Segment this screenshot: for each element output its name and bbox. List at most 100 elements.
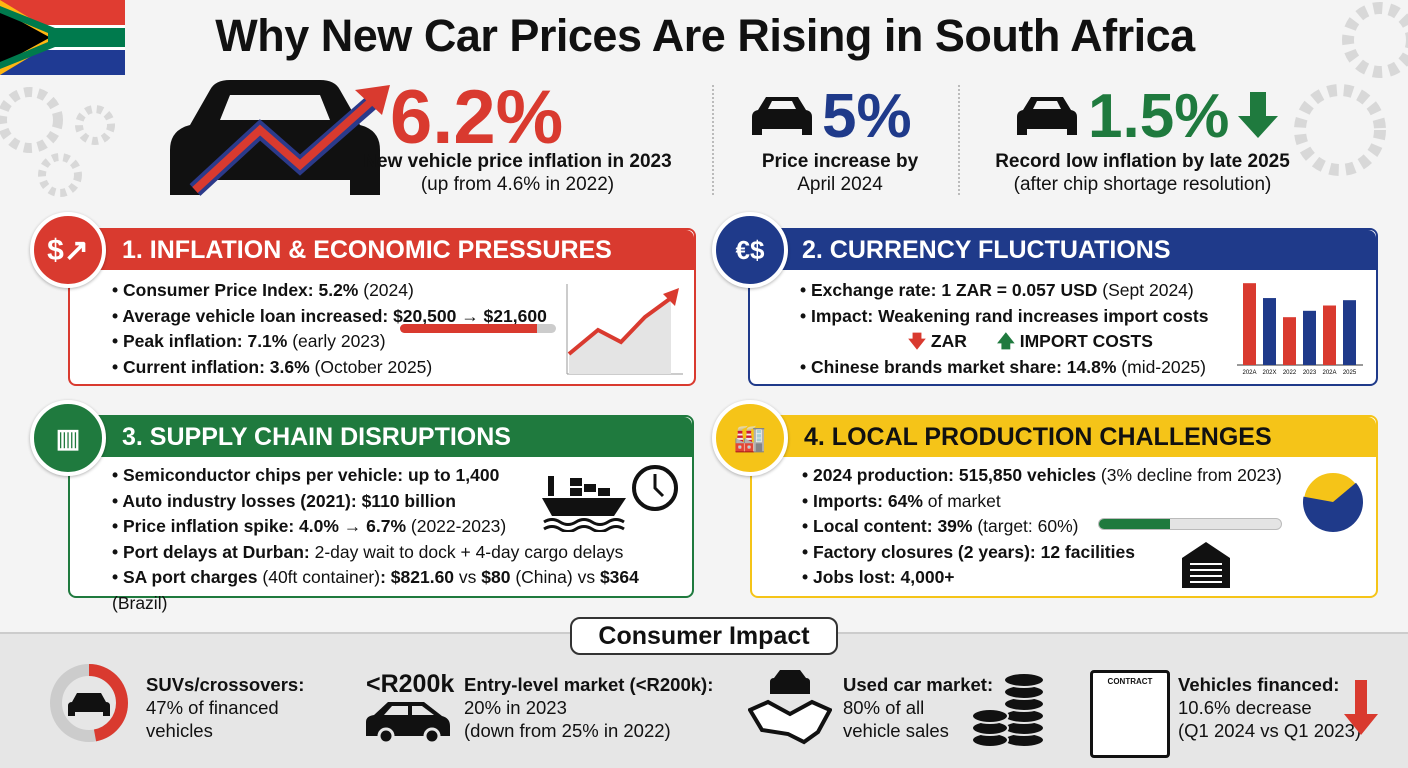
bullet-detail: (October 2025)	[309, 356, 433, 377]
bullet-detail: (2024)	[358, 280, 414, 300]
bullet-key: $80	[481, 567, 511, 587]
bullet-detail: (early 2023)	[287, 331, 386, 351]
bullet-item: SA port charges (40ft container): $821.6…	[112, 565, 692, 616]
imports-pie-chart	[1302, 471, 1364, 533]
bullet-item: Factory closures (2 years): 12 facilitie…	[802, 540, 1376, 566]
price-tag: <R200k	[366, 670, 455, 698]
section-title: 4. LOCAL PRODUCTION CHALLENGES	[752, 417, 1376, 457]
impact-line: 10.6% decrease	[1178, 697, 1312, 718]
bullet-key: Imports: 64%	[813, 490, 923, 511]
bar	[1303, 310, 1316, 365]
bullet-item: Semiconductor chips per vehicle: up to 1…	[112, 463, 692, 489]
garage-icon	[1182, 542, 1230, 588]
stat-caption: Price increase by	[761, 151, 919, 172]
car-rising-arrow-icon	[170, 80, 390, 196]
contract-key-icon: CONTRACT	[1090, 670, 1170, 758]
bar	[1343, 300, 1356, 365]
bullet-key: Semiconductor chips per vehicle: up to 1…	[123, 465, 500, 485]
stat-caption-sub: April 2024	[797, 174, 883, 195]
bullet-key: : $821.60	[380, 567, 455, 587]
bullet-item: Port delays at Durban: 2-day wait to doc…	[112, 540, 692, 566]
down-arrow-icon: 🡇	[908, 331, 926, 351]
pie-slice-imports	[1303, 482, 1363, 532]
bullet-key: Impact: Weakening rand increases import …	[811, 305, 1209, 326]
contract-label: CONTRACT	[1107, 677, 1153, 686]
loan-increase-bar	[400, 324, 556, 333]
bullet-key: Price inflation spike: 4.0% → 6.7%	[123, 516, 407, 536]
cargo-ship-icon	[542, 476, 626, 532]
impact-line: vehicle sales	[843, 720, 949, 741]
bullet-detail: (Brazil)	[112, 592, 168, 613]
bullet-key: Current inflation: 3.6%	[123, 356, 310, 377]
bullet-item: Average vehicle loan increased: $20,500 …	[112, 304, 694, 330]
car-donut-icon	[50, 664, 128, 742]
bullet-key: 2024 production: 515,850 vehicles	[813, 465, 1097, 485]
consumer-impact-label: Consumer Impact	[570, 617, 838, 655]
bullet-item: Current inflation: 3.6% (October 2025)	[112, 355, 694, 381]
indicator-label: IMPORT COSTS	[1019, 331, 1153, 351]
bullet-detail: (target: 60%)	[972, 516, 1079, 536]
bullet-detail: (Sept 2024)	[1097, 280, 1194, 300]
coin-stacks-icon	[971, 672, 1045, 748]
bullet-key: Jobs lost: 4,000+	[813, 567, 955, 587]
gears-icon	[0, 87, 115, 197]
bullet-detail: (40ft container)	[257, 567, 381, 587]
stat-value: 1.5%	[1088, 82, 1230, 151]
bullet-key: Peak inflation: 7.1%	[123, 331, 288, 351]
impact-heading: SUVs/crossovers:	[146, 674, 305, 695]
bullet-item: Price inflation spike: 4.0% → 6.7% (2022…	[112, 514, 692, 540]
bullet-item: Consumer Price Index: 5.2% (2024)	[112, 278, 694, 304]
bar-label: 202A	[1242, 370, 1256, 376]
bullet-detail: (3% decline from 2023)	[1096, 465, 1282, 485]
section-local-production: 4. LOCAL PRODUCTION CHALLENGES 2024 prod…	[750, 415, 1378, 598]
bullet-detail: of market	[922, 490, 1001, 511]
impact-heading: Entry-level market (<R200k):	[464, 674, 714, 695]
bullet-key: SA port charges	[123, 567, 258, 587]
bullet-item: Imports: 64% of market	[802, 489, 1376, 515]
handshake-car-icon	[748, 670, 832, 745]
bullet-key: $364	[599, 567, 639, 587]
bar-label: 2022	[1283, 370, 1297, 376]
bar-label: 202A	[1322, 370, 1336, 376]
bar	[1323, 305, 1336, 365]
clock-icon	[632, 465, 678, 511]
local-content-progress	[1098, 518, 1282, 530]
stat-value: 5%	[822, 82, 912, 151]
up-arrow-icon: 🡅	[996, 331, 1015, 351]
bullet-list: Exchange rate: 1 ZAR = 0.057 USD (Sept 2…	[750, 270, 1376, 381]
impact-line: vehicles	[146, 720, 213, 741]
import-costs-indicator: 🡅 IMPORT COSTS	[997, 329, 1153, 359]
bullet-detail: (2022-2023)	[406, 516, 507, 536]
bullet-key: Chinese brands market share: 14.8%	[811, 357, 1117, 377]
bullet-key: Consumer Price Index: 5.2%	[123, 280, 359, 300]
page-title: Why New Car Prices Are Rising in South A…	[215, 10, 1195, 61]
car-icon	[752, 97, 812, 135]
down-arrow-icon	[1344, 680, 1378, 735]
down-arrow-icon	[1238, 92, 1278, 138]
line-chart-icon	[566, 284, 683, 375]
bullet-key: Exchange rate: 1 ZAR = 0.057 USD	[811, 280, 1098, 300]
impact-line: (down from 25% in 2022)	[464, 720, 671, 741]
bullet-key: Port delays at Durban:	[123, 541, 310, 562]
divider	[958, 85, 960, 195]
bar-label: 2025	[1343, 370, 1357, 376]
impact-line: 20% in 2023	[464, 697, 567, 718]
bullet-detail: (mid-2025)	[1116, 357, 1206, 377]
bullet-item: Exchange rate: 1 ZAR = 0.057 USD (Sept 2…	[800, 278, 1376, 304]
impact-line: 47% of financed	[146, 697, 279, 718]
divider	[712, 85, 714, 195]
stat-value: 6.2%	[390, 75, 564, 160]
indicator-label: ZAR	[930, 331, 967, 351]
stat-caption-sub: (after chip shortage resolution)	[1013, 174, 1272, 195]
south-africa-flag-icon	[0, 0, 125, 75]
bar-label: 202X	[1262, 370, 1276, 376]
bullet-item: Impact: Weakening rand increases import …	[800, 304, 1376, 330]
bar	[1283, 317, 1296, 365]
bullet-item: Jobs lost: 4,000+	[802, 565, 1376, 591]
bullet-item: 2024 production: 515,850 vehicles (3% de…	[802, 463, 1376, 489]
section-title: 3. SUPPLY CHAIN DISRUPTIONS	[70, 417, 692, 457]
hatchback-icon	[366, 702, 450, 744]
bar	[1263, 298, 1276, 365]
bar-chart: 202A 202X 2022 2023 202A 2025	[1237, 283, 1363, 376]
factory-warning-icon: 🏭	[712, 400, 788, 476]
